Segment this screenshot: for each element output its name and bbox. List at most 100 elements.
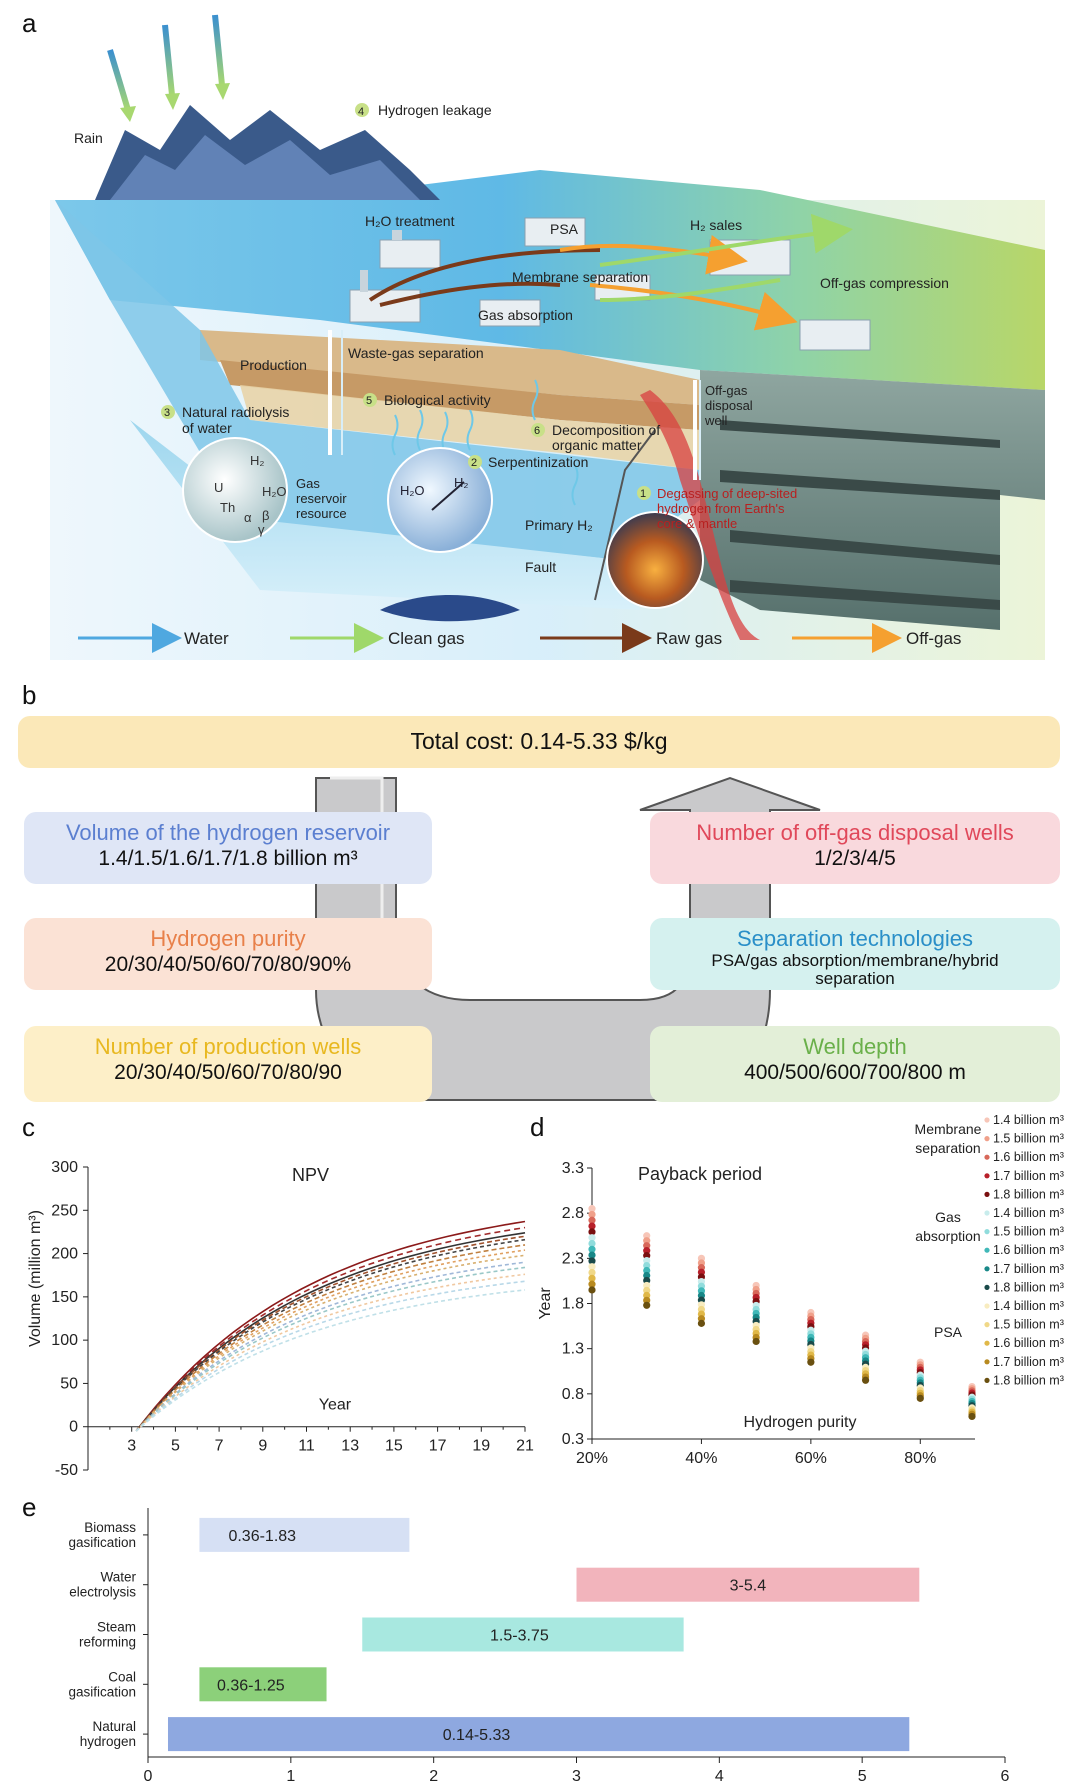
payback-x-tick-label: 20% — [576, 1450, 608, 1467]
cost-category-label: Natural — [92, 1719, 136, 1734]
payback-legend-label: 1.7 billion m³ — [993, 1169, 1064, 1183]
panel-letter-b: b — [22, 680, 37, 710]
npv-y-tick-label: 100 — [51, 1332, 78, 1349]
payback-legend-marker — [984, 1229, 990, 1235]
label-hydrogen-leakage: Hydrogen leakage — [378, 102, 492, 118]
label-gas-reservoir-3: resource — [296, 506, 347, 521]
payback-point — [807, 1358, 815, 1366]
factor-purity-title: Hydrogen purity — [150, 926, 306, 951]
payback-point — [643, 1261, 651, 1270]
label-gas-reservoir-2: reservoir — [296, 491, 347, 506]
payback-point — [697, 1319, 706, 1327]
factor-depth-value: 400/500/600/700/800 m — [744, 1061, 966, 1084]
cost-x-tick-label: 2 — [429, 1768, 438, 1785]
cost-category-label: Water — [100, 1570, 136, 1585]
payback-y-tick-label: 1.3 — [562, 1341, 584, 1358]
payback-y-tick-label: 0.8 — [562, 1386, 584, 1403]
panel-letter-a: a — [22, 8, 37, 38]
cost-category-label: electrolysis — [69, 1585, 136, 1600]
payback-legend-label: 1.5 billion m³ — [993, 1132, 1064, 1146]
panel-letter-d: d — [530, 1112, 545, 1142]
npv-series-line — [135, 1266, 526, 1432]
payback-point — [588, 1210, 596, 1219]
facility-icons — [349, 217, 871, 351]
npv-x-label: Year — [319, 1396, 352, 1413]
factor-disposal-value: 1/2/3/4/5 — [814, 847, 896, 870]
payback-point — [643, 1276, 651, 1285]
payback-point — [968, 1412, 976, 1421]
cost-bar — [199, 1517, 410, 1552]
npv-series-line — [135, 1238, 526, 1432]
npv-y-label: Volume (million m³) — [27, 1210, 44, 1347]
npv-x-tick-label: 13 — [341, 1438, 359, 1455]
sphere2-h2: H₂ — [454, 475, 468, 490]
total-cost-text: Total cost: 0.14-5.33 $/kg — [410, 728, 668, 754]
payback-point — [588, 1263, 596, 1271]
legend-off-gas: Off-gas — [906, 629, 961, 648]
payback-legend-label: 1.6 billion m³ — [993, 1243, 1064, 1257]
payback-legend-marker — [984, 1191, 990, 1197]
factor-disposal: Number of off-gas disposal wells 1/2/3/4… — [650, 812, 1060, 884]
label-radiolysis-2: of water — [182, 420, 232, 436]
cost-x-tick-label: 5 — [858, 1768, 867, 1785]
label-degassing-2: hydrogen from Earth's — [657, 501, 785, 516]
sphere1-beta: β — [262, 508, 269, 523]
cost-category-label: gasification — [68, 1535, 136, 1550]
factor-wells: Number of production wells 20/30/40/50/6… — [24, 1026, 432, 1102]
payback-y-tick-label: 0.3 — [562, 1431, 584, 1448]
payback-legend-marker — [984, 1377, 990, 1383]
label-gas-absorption: Gas absorption — [478, 307, 573, 323]
payback-point — [588, 1205, 596, 1213]
factor-depth: Well depth 400/500/600/700/800 m — [650, 1026, 1060, 1102]
cost-x-tick-label: 0 — [144, 1768, 153, 1785]
factor-volume: Volume of the hydrogen reservoir 1.4/1.5… — [24, 812, 432, 884]
payback-legend-label: 1.8 billion m³ — [993, 1373, 1064, 1387]
cost-category-label: gasification — [68, 1684, 136, 1699]
payback-legend-marker — [984, 1322, 990, 1328]
sphere1-h2o: H₂O — [262, 484, 287, 499]
payback-legend-marker — [984, 1154, 990, 1160]
sphere1-alpha: α — [244, 510, 252, 525]
badge-2: 2 — [471, 457, 477, 469]
payback-point — [588, 1239, 596, 1248]
label-degassing-1: Degassing of deep-sited — [657, 486, 797, 501]
cost-bar — [362, 1617, 684, 1652]
payback-x-label: Hydrogen purity — [744, 1414, 857, 1431]
cost-x-tick-label: 1 — [286, 1768, 295, 1785]
payback-legend-label: 1.6 billion m³ — [993, 1150, 1064, 1164]
payback-legend-label: 1.4 billion m³ — [993, 1113, 1064, 1127]
npv-chart: -50 0 50 100 150 200 250 300 3 5 7 9 11 13 15 17 19 21 NPV… — [27, 1159, 534, 1479]
payback-title: Payback period — [638, 1164, 762, 1184]
npv-y-tick-label: 250 — [51, 1202, 78, 1219]
payback-legend-marker — [984, 1359, 990, 1365]
npv-x-tick-label: 15 — [385, 1438, 403, 1455]
payback-point — [643, 1242, 651, 1250]
label-h2o-treatment: H₂O treatment — [365, 213, 455, 229]
cost-x-tick-label: 3 — [572, 1768, 581, 1785]
label-waste-gas-separation: Waste-gas separation — [348, 345, 484, 361]
npv-y-tick-label: 200 — [51, 1246, 78, 1263]
payback-point — [588, 1286, 596, 1294]
badge-4: 4 — [358, 106, 364, 118]
payback-point — [588, 1234, 596, 1242]
sphere1-u: U — [214, 480, 223, 495]
payback-point — [643, 1281, 651, 1290]
label-psa: PSA — [550, 221, 579, 237]
npv-series-line — [135, 1220, 526, 1432]
npv-x-tick-label: 5 — [171, 1438, 180, 1455]
payback-point — [588, 1245, 596, 1253]
payback-chart: 0.3 0.8 1.3 1.8 2.3 2.8 3.3 20% 40% 60% 80% Payback… — [537, 1113, 1064, 1467]
npv-series-line — [135, 1226, 526, 1432]
payback-legend-group: separation — [915, 1140, 980, 1156]
npv-series-line — [135, 1280, 526, 1432]
factor-volume-title: Volume of the hydrogen reservoir — [65, 820, 391, 845]
label-degassing-3: core & mantle — [657, 516, 737, 531]
payback-legend-label: 1.4 billion m³ — [993, 1299, 1064, 1313]
cost-bar — [576, 1567, 920, 1602]
cost-category-label: Coal — [108, 1669, 136, 1684]
factor-disposal-title: Number of off-gas disposal wells — [696, 820, 1014, 845]
label-gas-reservoir-1: Gas — [296, 476, 320, 491]
panel-letter-c: c — [22, 1112, 35, 1142]
payback-point — [861, 1376, 870, 1384]
factor-separation: Separation technologies PSA/gas absorpti… — [650, 918, 1060, 990]
